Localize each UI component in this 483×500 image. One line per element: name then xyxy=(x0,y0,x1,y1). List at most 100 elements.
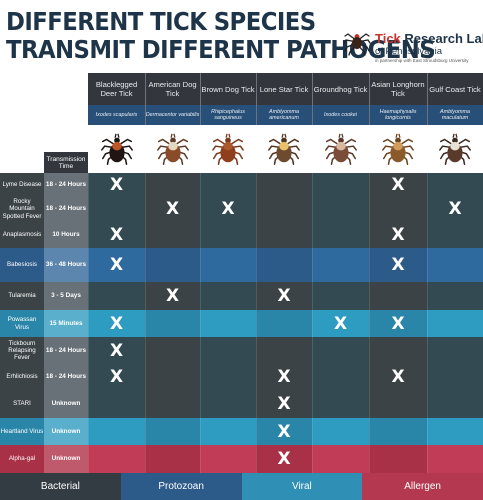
disease-name: Erhlichiosis xyxy=(0,364,44,390)
tick-image-blacklegged-tick xyxy=(88,125,145,173)
transmission-time: Unknown xyxy=(44,445,88,473)
transmission-mark: X xyxy=(391,313,405,334)
grid-cell xyxy=(200,197,256,221)
grid-cell xyxy=(88,221,145,248)
grid-cell xyxy=(200,364,256,390)
header-divider xyxy=(427,73,428,125)
transmission-mark: X xyxy=(221,199,235,219)
disease-name: Tularemia xyxy=(0,282,44,310)
table-row: Heartland Virus Unknown X xyxy=(0,418,483,445)
disease-name: Heartland Virus xyxy=(0,418,44,445)
disease-name: Babesiosis xyxy=(0,248,44,282)
header-divider xyxy=(145,73,146,125)
groundhog-tick-icon xyxy=(324,133,357,165)
grid-cell xyxy=(427,364,483,390)
grid-cell xyxy=(88,337,145,364)
transmission-mark: X xyxy=(391,224,405,245)
american-dog-tick-icon xyxy=(156,133,189,165)
grid-cell xyxy=(145,445,200,473)
grid-cell xyxy=(256,337,312,364)
grid-cell xyxy=(145,197,200,221)
transmission-time: 3 - 5 Days xyxy=(44,282,88,310)
grid-cell xyxy=(369,445,427,473)
grid-cell xyxy=(312,282,369,310)
grid-cell xyxy=(145,248,200,282)
table-row: Babesiosis 36 - 48 Hours X X xyxy=(0,248,483,282)
transmission-mark: X xyxy=(277,367,291,387)
grid-cell xyxy=(256,197,312,221)
grid-cell xyxy=(427,337,483,364)
transmission-mark: X xyxy=(109,255,124,275)
grid-cell xyxy=(312,364,369,390)
scientific-name-american-dog-tick: Dermacentor variabilis xyxy=(145,111,200,118)
logo-subtitle: of Pennsylvania xyxy=(375,46,443,57)
grid-cell xyxy=(369,197,427,221)
grid-cell xyxy=(256,310,312,337)
column-header-gulf-coast-tick: Gulf Coast Tick xyxy=(429,84,481,94)
grid-cell xyxy=(88,173,145,197)
transmission-time: 15 Minutes xyxy=(44,310,88,337)
logo-partner: in partnership with East Stroudsburg Uni… xyxy=(375,58,469,63)
grid-cell xyxy=(145,337,200,364)
grid-cell xyxy=(145,310,200,337)
transmission-mark: X xyxy=(165,199,180,219)
grid-cell xyxy=(88,445,145,473)
scientific-name-gulf-coast-tick: Amblyomma maculatum xyxy=(440,108,470,121)
header-divider xyxy=(369,73,370,125)
transmission-time: Unknown xyxy=(44,390,88,418)
grid-cell xyxy=(369,418,427,445)
grid-cell xyxy=(145,282,200,310)
transmission-time: 18 - 24 Hours xyxy=(44,197,88,221)
grid-cell xyxy=(427,310,483,337)
grid-cell xyxy=(256,282,312,310)
disease-name: Tickbourn Relapsing Fever xyxy=(0,337,44,364)
transmission-time: 10 Hours xyxy=(44,221,88,248)
legend-bacterial: Bacterial xyxy=(0,473,121,500)
transmission-mark: X xyxy=(109,340,124,361)
transmission-mark: X xyxy=(391,367,405,387)
transmission-mark: X xyxy=(109,313,124,334)
asian-longhorn-tick-icon xyxy=(382,133,414,165)
grid-cell xyxy=(200,248,256,282)
table-row: Anaplasmosis 10 Hours X X xyxy=(0,221,483,248)
disease-name: Lyme Disease xyxy=(0,173,44,197)
disease-name: Alpha-gal xyxy=(0,445,44,473)
legend-allergen: Allergen xyxy=(362,473,483,500)
tick-image-brown-dog-tick xyxy=(200,125,256,173)
grid-cell xyxy=(312,248,369,282)
grid-cell xyxy=(256,445,312,473)
grid-cell xyxy=(312,390,369,418)
legend: Bacterial Protozoan Viral Allergen xyxy=(0,473,483,500)
logo-title-rest: Research Lab xyxy=(400,31,483,46)
grid-cell xyxy=(145,418,200,445)
lone-star-tick-icon xyxy=(268,133,300,165)
grid-cell xyxy=(312,221,369,248)
column-header-blacklegged-tick: Blacklegged Deer Tick xyxy=(95,80,138,98)
scientific-name-blacklegged-tick: Ixodes scapularis xyxy=(95,111,138,118)
grid-cell xyxy=(427,221,483,248)
grid-cell xyxy=(312,310,369,337)
transmission-mark: X xyxy=(277,449,291,469)
grid-cell xyxy=(256,248,312,282)
header-divider xyxy=(200,73,201,125)
logo-title: Tick Research Lab xyxy=(375,31,483,46)
table-row: Tularemia 3 - 5 Days X X xyxy=(0,282,483,310)
header-divider xyxy=(312,73,313,125)
transmission-time: 18 - 24 Hours xyxy=(44,337,88,364)
grid-cell xyxy=(200,445,256,473)
grid-cell xyxy=(256,390,312,418)
grid-cell xyxy=(427,248,483,282)
gulf-coast-tick-icon xyxy=(439,133,471,165)
table-row: STARI Unknown X xyxy=(0,390,483,418)
transmission-time: 18 - 24 Hours xyxy=(44,173,88,197)
transmission-mark: X xyxy=(165,286,180,306)
grid-cell xyxy=(427,418,483,445)
table-row: Erhlichiosis 18 - 24 Hours X X X xyxy=(0,364,483,390)
scientific-name-lone-star-tick: Amblyomma americanum xyxy=(269,108,299,121)
transmission-mark: X xyxy=(448,199,462,219)
grid-cell xyxy=(427,282,483,310)
transmission-time: Unknown xyxy=(44,418,88,445)
transmission-time: 18 - 24 Hours xyxy=(44,364,88,390)
tick-image-gulf-coast-tick xyxy=(427,125,483,173)
grid-cell xyxy=(256,418,312,445)
